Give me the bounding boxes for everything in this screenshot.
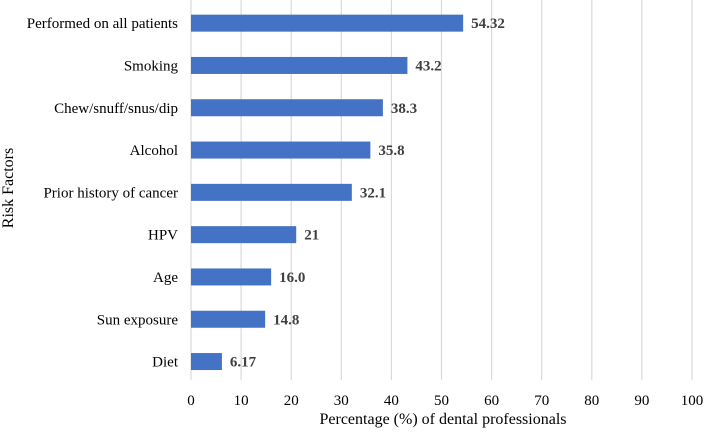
category-label: Alcohol bbox=[130, 143, 178, 159]
category-label: HPV bbox=[148, 228, 178, 244]
bar bbox=[191, 268, 272, 286]
x-tick-label: 0 bbox=[187, 393, 195, 409]
category-label: Sun exposure bbox=[97, 312, 179, 328]
data-label: 21 bbox=[304, 228, 319, 244]
x-axis-title: Percentage (%) of dental professionals bbox=[319, 411, 566, 428]
y-axis-title: Risk Factors bbox=[0, 148, 17, 228]
bars bbox=[191, 14, 464, 371]
x-tick-label: 80 bbox=[584, 393, 599, 409]
bar bbox=[191, 141, 371, 159]
category-label: Chew/snuff/snus/dip bbox=[54, 101, 178, 117]
data-labels: 54.32 43.2 38.3 35.8 32.1 21 16.0 14.8 6.17 bbox=[230, 16, 505, 370]
bar bbox=[191, 14, 464, 32]
bar bbox=[191, 353, 222, 371]
category-label: Performed on all patients bbox=[27, 16, 178, 32]
x-tick-label: 30 bbox=[334, 393, 349, 409]
data-label: 38.3 bbox=[391, 101, 417, 117]
data-label: 32.1 bbox=[360, 185, 386, 201]
category-label: Smoking bbox=[124, 58, 179, 74]
category-labels: Performed on all patients Smoking Chew/snu… bbox=[27, 16, 179, 370]
data-label: 16.0 bbox=[279, 270, 305, 286]
category-label: Diet bbox=[152, 355, 179, 371]
category-label: Prior history of cancer bbox=[43, 185, 178, 201]
x-tick-label: 40 bbox=[384, 393, 399, 409]
x-tick-label: 20 bbox=[284, 393, 299, 409]
bar bbox=[191, 226, 297, 244]
x-tick-label: 50 bbox=[434, 393, 449, 409]
x-tick-label: 90 bbox=[634, 393, 649, 409]
data-label: 54.32 bbox=[471, 16, 505, 32]
bar bbox=[191, 310, 266, 328]
data-label: 43.2 bbox=[415, 58, 441, 74]
x-tick-labels: 0 10 20 30 40 50 60 70 80 90 100 bbox=[187, 393, 703, 409]
data-label: 6.17 bbox=[230, 355, 257, 371]
data-label: 14.8 bbox=[273, 312, 299, 328]
bar bbox=[191, 56, 408, 74]
x-tick-label: 10 bbox=[234, 393, 249, 409]
data-label: 35.8 bbox=[378, 143, 404, 159]
bar bbox=[191, 99, 383, 117]
bar bbox=[191, 183, 352, 201]
category-label: Age bbox=[153, 270, 178, 286]
x-tick-label: 100 bbox=[681, 393, 704, 409]
x-tick-label: 70 bbox=[534, 393, 549, 409]
x-tick-label: 60 bbox=[484, 393, 499, 409]
